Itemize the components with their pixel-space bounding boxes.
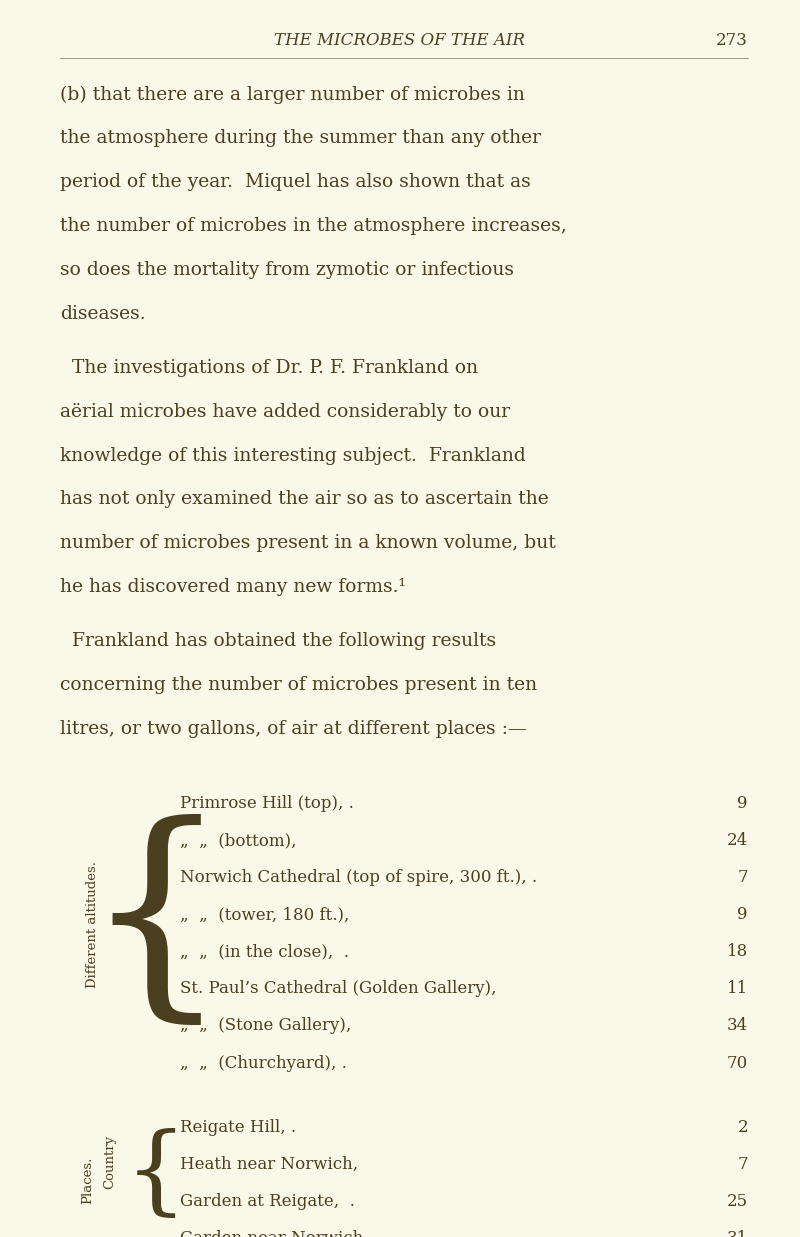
Text: 24: 24 (726, 831, 748, 849)
Text: knowledge of this interesting subject.  Frankland: knowledge of this interesting subject. F… (60, 447, 526, 465)
Text: Country: Country (103, 1136, 116, 1189)
Text: {: { (125, 1128, 187, 1221)
Text: „  „  (Churchyard), .: „ „ (Churchyard), . (180, 1054, 347, 1071)
Text: 70: 70 (726, 1054, 748, 1071)
Text: 11: 11 (726, 980, 748, 997)
Text: „  „  (Stone Gallery),: „ „ (Stone Gallery), (180, 1017, 351, 1034)
Text: litres, or two gallons, of air at different places :—: litres, or two gallons, of air at differ… (60, 720, 526, 738)
Text: 34: 34 (726, 1017, 748, 1034)
Text: Places.: Places. (82, 1157, 94, 1205)
Text: 273: 273 (716, 32, 748, 49)
Text: he has discovered many new forms.¹: he has discovered many new forms.¹ (60, 578, 406, 596)
Text: Primrose Hill (top), .: Primrose Hill (top), . (180, 794, 354, 811)
Text: „  „  (bottom),: „ „ (bottom), (180, 831, 297, 849)
Text: period of the year.  Miquel has also shown that as: period of the year. Miquel has also show… (60, 173, 530, 192)
Text: THE MICROBES OF THE AIR: THE MICROBES OF THE AIR (274, 32, 526, 49)
Text: 9: 9 (738, 794, 748, 811)
Text: has not only examined the air so as to ascertain the: has not only examined the air so as to a… (60, 490, 549, 508)
Text: the atmosphere during the summer than any other: the atmosphere during the summer than an… (60, 130, 541, 147)
Text: the number of microbes in the atmosphere increases,: the number of microbes in the atmosphere… (60, 218, 566, 235)
Text: The investigations of Dr. P. F. Frankland on: The investigations of Dr. P. F. Franklan… (60, 359, 478, 377)
Text: „  „  (in the close),  .: „ „ (in the close), . (180, 943, 349, 960)
Text: 25: 25 (727, 1192, 748, 1210)
Text: Reigate Hill, .: Reigate Hill, . (180, 1118, 296, 1136)
Text: Different altitudes.: Different altitudes. (86, 861, 98, 988)
Text: St. Paul’s Cathedral (Golden Gallery),: St. Paul’s Cathedral (Golden Gallery), (180, 980, 497, 997)
Text: 18: 18 (726, 943, 748, 960)
Text: concerning the number of microbes present in ten: concerning the number of microbes presen… (60, 675, 537, 694)
Text: Frankland has obtained the following results: Frankland has obtained the following res… (60, 632, 496, 651)
Text: 9: 9 (738, 905, 748, 923)
Text: 2: 2 (738, 1118, 748, 1136)
Text: „  „  (tower, 180 ft.),: „ „ (tower, 180 ft.), (180, 905, 350, 923)
Text: so does the mortality from zymotic or infectious: so does the mortality from zymotic or in… (60, 261, 514, 280)
Text: Garden near Norwich,: Garden near Norwich, (180, 1230, 369, 1237)
Text: aërial microbes have added considerably to our: aërial microbes have added considerably … (60, 403, 510, 421)
Text: Norwich Cathedral (top of spire, 300 ft.), .: Norwich Cathedral (top of spire, 300 ft.… (180, 868, 537, 886)
Text: Heath near Norwich,: Heath near Norwich, (180, 1155, 358, 1173)
Text: (b) that there are a larger number of microbes in: (b) that there are a larger number of mi… (60, 85, 525, 104)
Text: 7: 7 (738, 1155, 748, 1173)
Text: {: { (83, 814, 229, 1035)
Text: diseases.: diseases. (60, 306, 146, 323)
Text: 7: 7 (738, 868, 748, 886)
Text: number of microbes present in a known volume, but: number of microbes present in a known vo… (60, 534, 556, 553)
Text: Garden at Reigate,  .: Garden at Reigate, . (180, 1192, 355, 1210)
Text: 31: 31 (726, 1230, 748, 1237)
